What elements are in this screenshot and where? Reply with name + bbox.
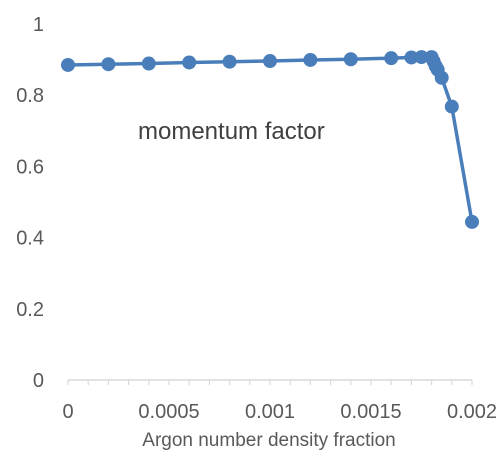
x-tick-label: 0.001 <box>245 401 295 423</box>
y-tick-label: 1 <box>33 14 44 36</box>
data-point <box>263 54 277 69</box>
data-point <box>343 52 358 67</box>
y-axis-tick-labels: 0 0.2 0.4 0.6 0.8 1 <box>16 14 44 392</box>
y-tick-label: 0.4 <box>16 228 44 250</box>
y-tick-label: 0.8 <box>16 85 44 107</box>
y-tick-label: 0.2 <box>16 299 44 321</box>
x-axis-title: Argon number density fraction <box>142 430 395 451</box>
x-tick-label: 0.0015 <box>340 401 401 423</box>
x-tick-label: 0.0005 <box>138 401 199 423</box>
data-point <box>444 99 459 114</box>
x-tick-label: 0.002 <box>447 401 497 423</box>
data-point <box>404 50 419 65</box>
x-tick-label: 0 <box>62 401 73 423</box>
data-point <box>101 57 116 72</box>
data-point <box>384 51 399 66</box>
series-markers <box>61 50 479 229</box>
data-point <box>414 50 429 65</box>
x-axis-tick-labels: 0 0.0005 0.001 0.0015 0.002 <box>62 401 497 423</box>
data-point <box>222 54 237 69</box>
x-axis-minor-ticks <box>67 380 473 385</box>
data-point <box>61 57 75 72</box>
data-point <box>182 55 197 70</box>
data-point <box>303 52 318 67</box>
data-point <box>434 70 449 85</box>
y-tick-label: 0.6 <box>16 156 44 178</box>
y-tick-label: 0 <box>33 370 44 392</box>
plot-area <box>61 50 479 229</box>
x-axis <box>67 379 473 385</box>
data-point <box>465 214 479 229</box>
data-point <box>141 56 156 71</box>
chart-annotation: momentum factor <box>138 118 325 145</box>
